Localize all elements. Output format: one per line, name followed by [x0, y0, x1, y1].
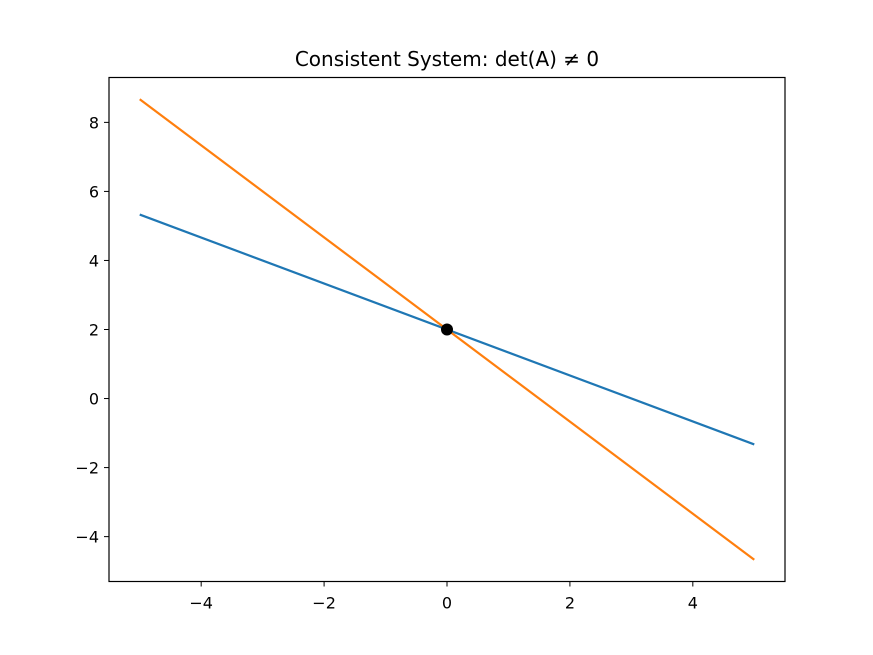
x-tick-label: 2: [565, 594, 575, 613]
y-tick-label: 4: [89, 251, 99, 270]
axes: −4 −2 0 2 4 −4 −2 0 2 4 6 8: [75, 113, 698, 612]
y-tick-label: 8: [89, 113, 99, 132]
y-tick-label: 6: [89, 182, 99, 201]
y-tick-label: −2: [75, 459, 99, 478]
x-tick-label: −4: [189, 594, 213, 613]
x-tick-label: −2: [312, 594, 336, 613]
y-tick-label: 0: [89, 390, 99, 409]
chart-title: Consistent System: det(A) ≠ 0: [295, 47, 599, 71]
x-tick-label: 0: [442, 594, 452, 613]
y-tick-label: 2: [89, 321, 99, 340]
y-tick-label: −4: [75, 528, 99, 547]
intersection-point: [441, 323, 453, 336]
plot-area: [139, 98, 755, 561]
x-tick-label: 4: [688, 594, 698, 613]
